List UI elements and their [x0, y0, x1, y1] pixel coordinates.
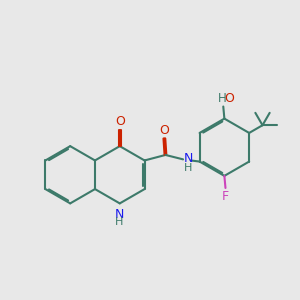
Text: O: O [224, 92, 234, 105]
Text: N: N [184, 152, 194, 165]
Text: H: H [184, 163, 193, 173]
Text: H: H [115, 217, 123, 227]
Text: F: F [222, 190, 229, 203]
Text: N: N [115, 208, 124, 221]
Text: H: H [218, 92, 226, 105]
Text: O: O [115, 115, 125, 128]
Text: O: O [159, 124, 169, 137]
